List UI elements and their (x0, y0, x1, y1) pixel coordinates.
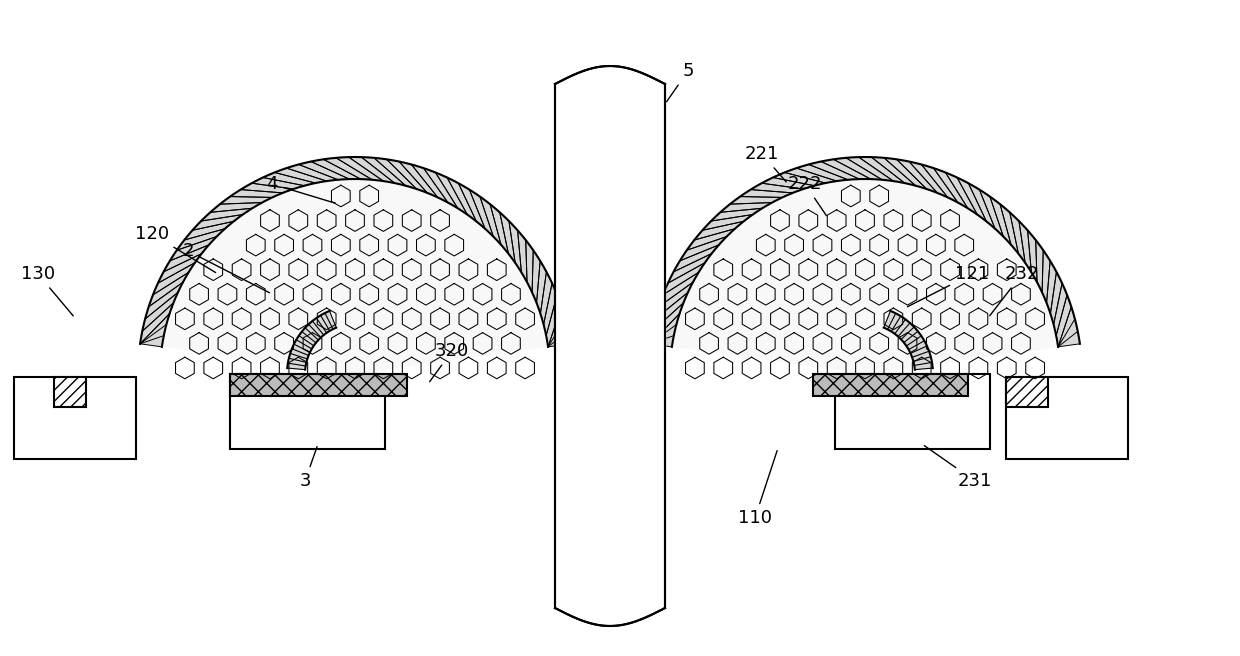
Polygon shape (162, 179, 548, 374)
Bar (835, 374, 990, 449)
Polygon shape (288, 311, 336, 369)
Text: 4: 4 (267, 175, 335, 203)
Polygon shape (140, 157, 570, 347)
Text: 2: 2 (182, 242, 269, 293)
Polygon shape (884, 311, 932, 369)
Text: 130: 130 (21, 265, 73, 316)
Bar (813, 374, 968, 396)
Bar (14, 377, 136, 459)
Bar (1006, 377, 1048, 407)
Bar (229, 374, 384, 449)
Bar (1006, 377, 1128, 459)
Polygon shape (672, 179, 1058, 374)
Bar (55, 377, 86, 407)
Polygon shape (650, 157, 1080, 347)
Text: 232: 232 (990, 265, 1039, 316)
Text: 222: 222 (787, 175, 826, 216)
Text: 320: 320 (429, 342, 469, 382)
Text: 221: 221 (745, 145, 786, 182)
Text: 121: 121 (908, 265, 990, 307)
Text: 110: 110 (738, 451, 777, 527)
Text: 120: 120 (135, 225, 216, 272)
Text: 231: 231 (924, 445, 992, 490)
Text: 3: 3 (299, 447, 317, 490)
Text: 5: 5 (667, 62, 693, 102)
Bar (229, 374, 407, 396)
